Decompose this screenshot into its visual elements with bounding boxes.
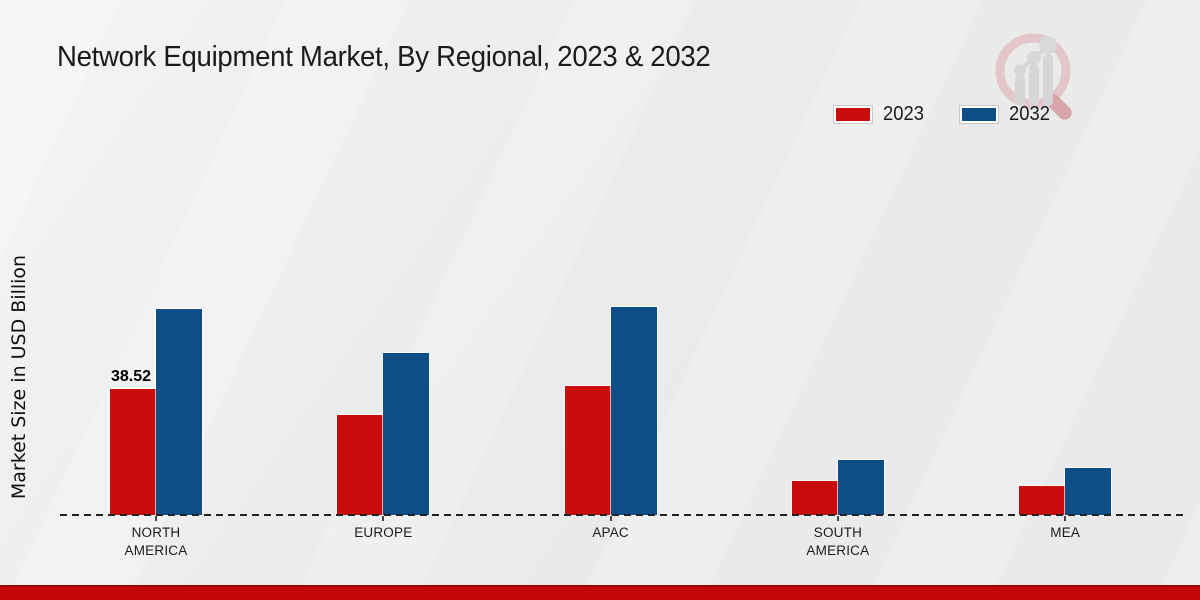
x-axis-label-south-america: SOUTH AMERICA <box>806 525 870 558</box>
x-axis-tick-europe <box>382 516 385 521</box>
bar-2023-mea <box>1019 486 1066 515</box>
footer-band <box>0 585 1200 600</box>
x-axis-tick-north-america <box>155 516 157 521</box>
bar-value-label-2023-north-america: 38.52 <box>111 368 152 385</box>
legend-label-2032: 2032 <box>1008 103 1050 125</box>
x-axis-tick-south-america <box>836 516 839 521</box>
legend-item-2023: 2023 <box>836 103 928 126</box>
legend-item-2032: 2032 <box>961 103 1054 126</box>
x-axis-label-apac: APAC <box>592 525 629 540</box>
x-axis-tick-apac <box>609 516 612 521</box>
x-axis-label-mea: MEA <box>1050 525 1081 540</box>
bar-2032-south-america <box>837 460 884 515</box>
x-axis-label-europe: EUROPE <box>354 525 413 540</box>
bar-2023-south-america <box>791 481 838 515</box>
bar-2032-europe <box>383 353 430 515</box>
bar-2032-apac <box>610 307 657 515</box>
bar-2032-north-america <box>156 309 202 515</box>
bar-2032-mea <box>1065 468 1112 515</box>
legend-label-2023: 2023 <box>883 103 924 125</box>
bar-2023-north-america <box>110 389 156 515</box>
legend-swatch-2032 <box>961 108 996 121</box>
legend-swatch-2023 <box>836 108 870 121</box>
x-axis-tick-mea <box>1064 516 1067 521</box>
bar-2023-europe <box>337 415 384 515</box>
chart-title: Network Equipment Market, By Regional, 2… <box>57 41 711 73</box>
bar-2023-apac <box>564 386 611 515</box>
magnifier-bar-chart-logo-icon <box>995 33 1072 120</box>
legend: 2023 2032 <box>836 103 1053 126</box>
x-axis-label-north-america: NORTH AMERICA <box>124 525 188 558</box>
